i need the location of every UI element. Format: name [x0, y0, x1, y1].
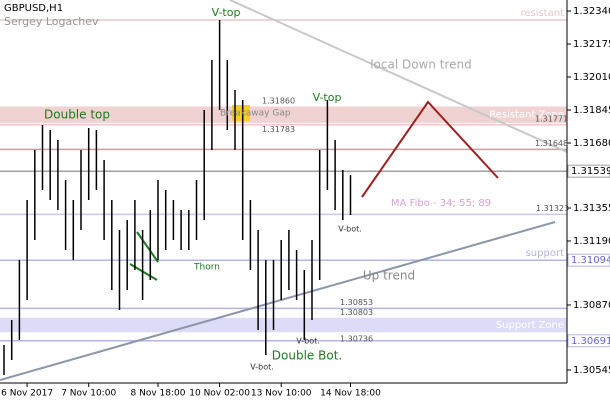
annotation: local Down trend	[370, 58, 472, 72]
price-box	[567, 334, 610, 348]
price-box-label: 1.31094	[571, 255, 610, 266]
annotation: Thorn	[193, 263, 220, 273]
level-label: 1.30853	[340, 298, 373, 307]
x-tick-label: 13 Nov 10:00	[251, 389, 312, 399]
level-label: 1.31648	[535, 139, 568, 148]
up-trend-line	[0, 221, 556, 381]
y-tick-label: 1.31355	[573, 203, 610, 214]
zone-label: Resistant Zone	[489, 110, 564, 121]
level-label: 1.31783	[262, 125, 295, 134]
x-tick-label: 7 Nov 10:00	[61, 389, 116, 399]
level-label: 1.30803	[340, 308, 373, 317]
level-text: support	[526, 248, 564, 259]
gap-box	[232, 105, 250, 121]
annotation: Up trend	[363, 269, 415, 283]
thorn-line	[136, 231, 159, 263]
level-label: 1.31860	[262, 97, 295, 106]
y-tick-label: 1.32175	[573, 39, 610, 50]
forecast-line	[361, 100, 499, 198]
chart-title: GBPUSD,H1	[4, 3, 63, 14]
x-tick-label: 10 Nov 02:00	[189, 389, 250, 399]
y-tick-label: 1.32010	[573, 72, 610, 83]
annotation: V-top	[313, 91, 342, 104]
price-box-label: 1.30691	[571, 336, 610, 347]
zone	[0, 318, 567, 332]
annotation: Breakaway Gap	[220, 109, 291, 119]
annotation: Double Bot.	[272, 349, 342, 363]
price-box	[567, 253, 610, 267]
x-tick-label: 6 Nov 2017	[1, 389, 53, 399]
level-text: resistant	[520, 8, 564, 19]
down-trend-line	[229, 0, 568, 153]
price-box-label: 1.31539	[571, 166, 610, 177]
y-tick-label: 1.30870	[573, 300, 610, 311]
annotation: Double top	[44, 108, 110, 122]
annotation: V-top	[212, 6, 241, 19]
level-label: 1.30736	[340, 334, 373, 343]
y-tick-label: 1.30545	[573, 365, 610, 376]
x-tick-label: 8 Nov 18:00	[131, 389, 186, 399]
price-box	[567, 164, 610, 178]
y-tick-label: 1.31845	[573, 105, 610, 116]
annotation: V-bot.	[338, 225, 362, 234]
y-tick-label: 1.31680	[573, 138, 610, 149]
x-tick-label: 14 Nov 18:00	[320, 389, 381, 399]
annotation: MA Fibo - 34; 55; 89	[391, 198, 491, 209]
level-label: 1.31323	[536, 204, 569, 213]
y-tick-label: 1.32340	[573, 6, 610, 17]
level-label: 1.31771	[535, 114, 568, 123]
y-tick-label: 1.31190	[573, 236, 610, 247]
zone	[0, 107, 567, 123]
zone-label: Support Zone	[496, 320, 564, 331]
annotation: V-bot.	[296, 337, 320, 346]
author: Sergey Logachev	[4, 15, 99, 28]
annotation: V-bot.	[250, 363, 274, 372]
